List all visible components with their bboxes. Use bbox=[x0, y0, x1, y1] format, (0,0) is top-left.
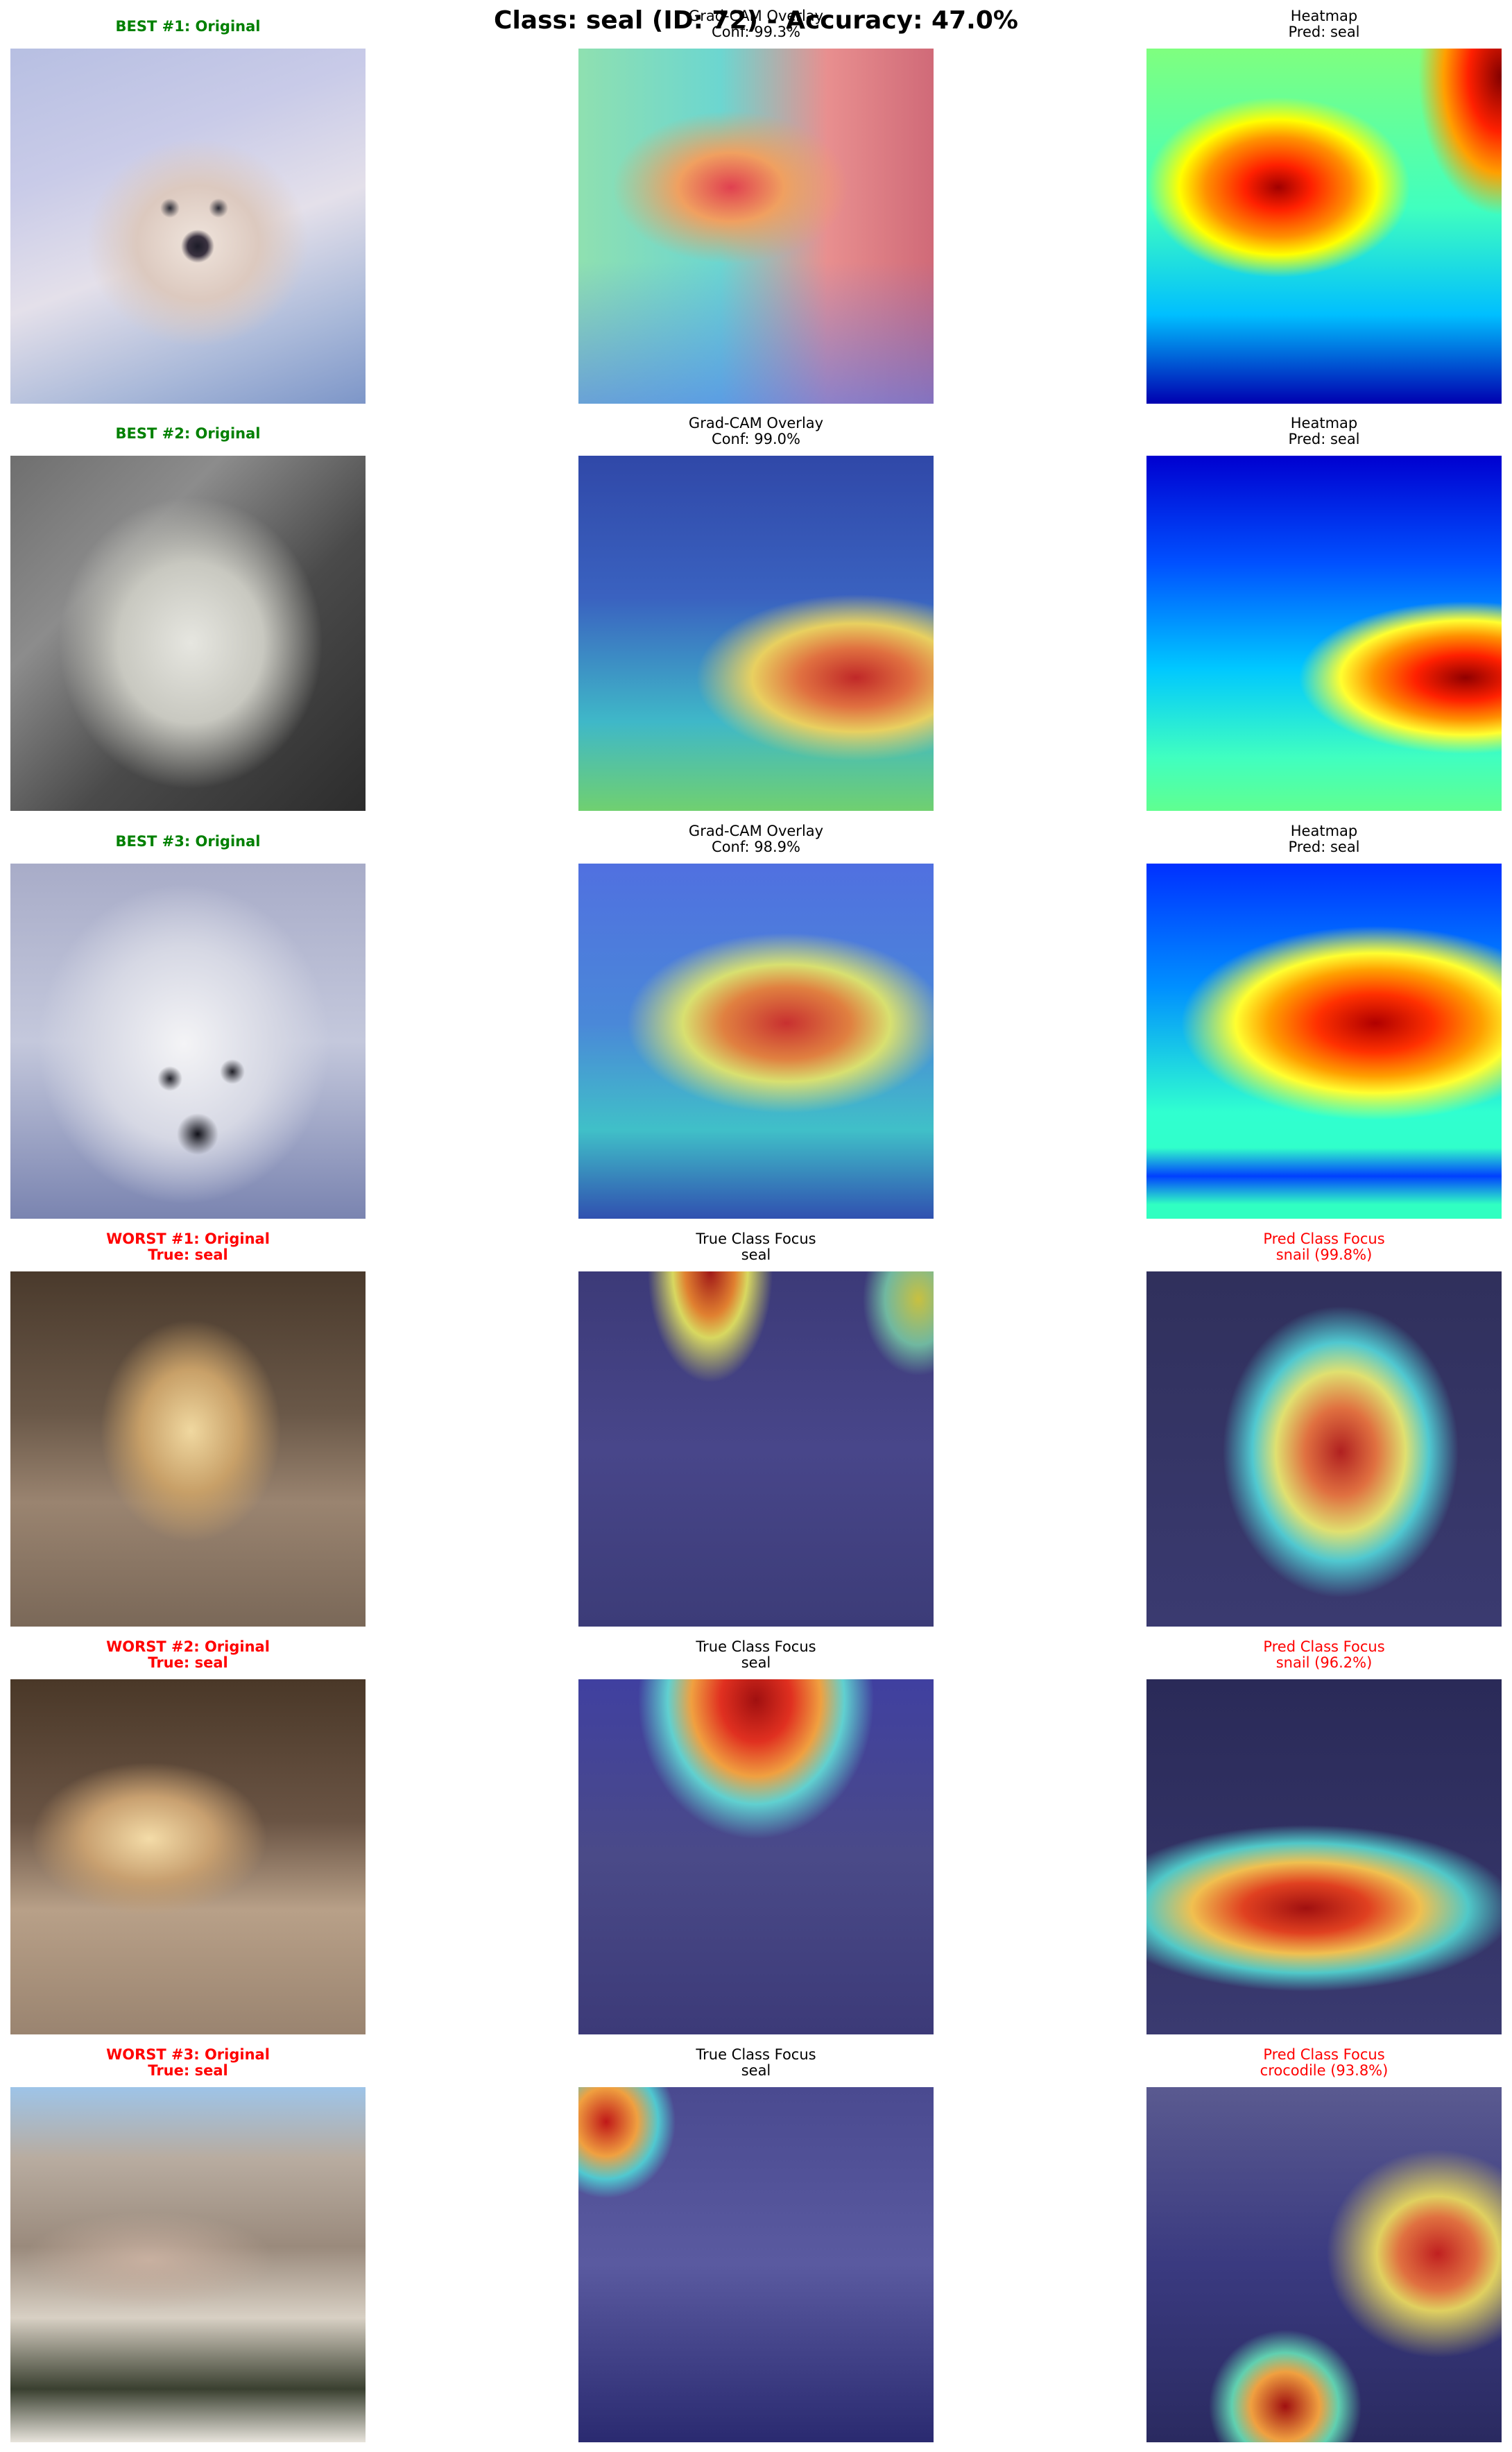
panel-title: WORST #1: Original True: seal bbox=[106, 1231, 270, 1263]
panel-title: Heatmap Pred: seal bbox=[1288, 415, 1360, 447]
heatmap-panel: Heatmap Pred: seal bbox=[1146, 0, 1502, 404]
gradcam-overlay-image bbox=[578, 864, 934, 1219]
result-row-best-3: BEST #3: Original Grad-CAM Overlay Conf: … bbox=[0, 815, 1512, 1219]
gradcam-overlay-image bbox=[578, 456, 934, 811]
original-image bbox=[10, 1271, 366, 1627]
original-panel: BEST #1: Original bbox=[10, 0, 366, 404]
true-class-focus-image bbox=[578, 1271, 934, 1627]
true-class-focus-panel: True Class Focus seal bbox=[578, 1631, 934, 2034]
panel-title: Heatmap Pred: seal bbox=[1288, 8, 1360, 40]
panel-title: WORST #2: Original True: seal bbox=[106, 1638, 270, 1671]
panel-title: BEST #3: Original bbox=[115, 833, 261, 850]
original-image bbox=[10, 1679, 366, 2034]
heatmap-panel: Heatmap Pred: seal bbox=[1146, 407, 1502, 811]
original-image bbox=[10, 49, 366, 404]
panel-title: WORST #3: Original True: seal bbox=[106, 2046, 270, 2079]
panel-title: True Class Focus seal bbox=[696, 1231, 816, 1263]
panel-title: Grad-CAM Overlay Conf: 98.9% bbox=[688, 823, 824, 855]
true-class-focus-panel: True Class Focus seal bbox=[578, 2039, 934, 2442]
panel-title: True Class Focus seal bbox=[696, 1638, 816, 1671]
heatmap-image bbox=[1146, 456, 1502, 811]
gradcam-overlay-panel: Grad-CAM Overlay Conf: 99.3% bbox=[578, 0, 934, 404]
result-row-worst-3: WORST #3: Original True: seal True Class … bbox=[0, 2039, 1512, 2442]
panel-title: Grad-CAM Overlay Conf: 99.0% bbox=[688, 415, 824, 447]
result-row-worst-2: WORST #2: Original True: seal True Class … bbox=[0, 1631, 1512, 2034]
panel-title: Heatmap Pred: seal bbox=[1288, 823, 1360, 855]
figure-title: Class: seal (ID: 72) - Accuracy: 47.0% bbox=[494, 6, 1018, 35]
panel-title: Pred Class Focus snail (99.8%) bbox=[1263, 1231, 1385, 1263]
gradcam-overlay-panel: Grad-CAM Overlay Conf: 99.0% bbox=[578, 407, 934, 811]
pred-class-focus-image bbox=[1146, 1271, 1502, 1627]
pred-class-focus-panel: Pred Class Focus snail (99.8%) bbox=[1146, 1223, 1502, 1627]
heatmap-panel: Heatmap Pred: seal bbox=[1146, 815, 1502, 1219]
pred-class-focus-panel: Pred Class Focus snail (96.2%) bbox=[1146, 1631, 1502, 2034]
result-row-worst-1: WORST #1: Original True: seal True Class … bbox=[0, 1223, 1512, 1627]
true-class-focus-panel: True Class Focus seal bbox=[578, 1223, 934, 1627]
true-class-focus-image bbox=[578, 2087, 934, 2442]
original-panel: WORST #2: Original True: seal bbox=[10, 1631, 366, 2034]
true-class-focus-image bbox=[578, 1679, 934, 2034]
original-image bbox=[10, 2087, 366, 2442]
result-row-best-1: BEST #1: Original Grad-CAM Overlay Conf: … bbox=[0, 0, 1512, 404]
original-panel: WORST #1: Original True: seal bbox=[10, 1223, 366, 1627]
heatmap-image bbox=[1146, 864, 1502, 1219]
pred-class-focus-image bbox=[1146, 2087, 1502, 2442]
original-panel: BEST #2: Original bbox=[10, 407, 366, 811]
pred-class-focus-panel: Pred Class Focus crocodile (93.8%) bbox=[1146, 2039, 1502, 2442]
panel-title: Pred Class Focus crocodile (93.8%) bbox=[1260, 2046, 1389, 2079]
gradcam-overlay-panel: Grad-CAM Overlay Conf: 98.9% bbox=[578, 815, 934, 1219]
panel-title: BEST #1: Original bbox=[115, 18, 261, 35]
panel-title: Pred Class Focus snail (96.2%) bbox=[1263, 1638, 1385, 1671]
pred-class-focus-image bbox=[1146, 1679, 1502, 2034]
result-row-best-2: BEST #2: Original Grad-CAM Overlay Conf: … bbox=[0, 407, 1512, 811]
original-panel: WORST #3: Original True: seal bbox=[10, 2039, 366, 2442]
original-panel: BEST #3: Original bbox=[10, 815, 366, 1219]
gradcam-overlay-image bbox=[578, 49, 934, 404]
heatmap-image bbox=[1146, 49, 1502, 404]
panel-title: BEST #2: Original bbox=[115, 425, 261, 442]
panel-title: Grad-CAM Overlay Conf: 99.3% bbox=[688, 8, 824, 40]
panel-title: True Class Focus seal bbox=[696, 2046, 816, 2079]
original-image bbox=[10, 456, 366, 811]
original-image bbox=[10, 864, 366, 1219]
